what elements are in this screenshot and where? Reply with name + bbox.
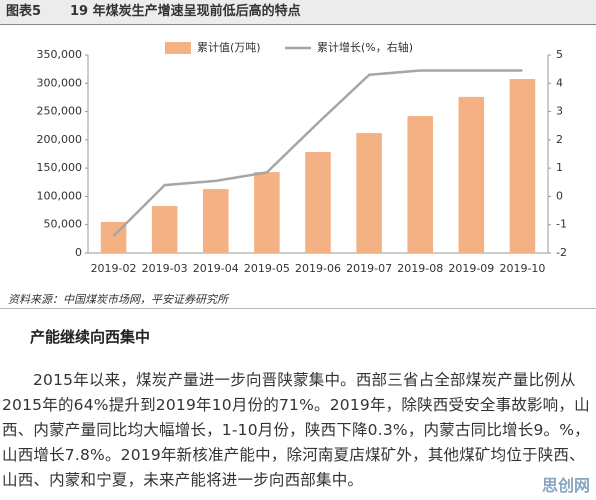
x-tick-label: 2019-02 <box>91 262 137 275</box>
y-tick-label: 250,000 <box>37 105 83 118</box>
legend-label: 累计增长(%，右轴) <box>317 40 413 54</box>
x-tick-label: 2019-10 <box>499 262 545 275</box>
bar <box>305 152 331 253</box>
y-tick-label: 0 <box>75 246 82 259</box>
bar <box>151 206 178 253</box>
source-note: 资料来源：中国煤炭市场网，平安证券研究所 <box>8 293 228 306</box>
x-tick-label: 2019-08 <box>397 262 443 275</box>
bar <box>509 79 536 253</box>
x-tick-label: 2019-04 <box>193 262 239 275</box>
y-tick-label: 300,000 <box>37 76 83 89</box>
chart: 0 50,000 100,000 150,000 200,000 250,000 300,0… <box>37 40 567 275</box>
figure-label: 图表5 <box>6 4 42 19</box>
y-tick-label: 200,000 <box>37 133 83 146</box>
section-heading: 产能继续向西集中 <box>30 328 151 346</box>
y2-tick-label: 1 <box>556 161 563 174</box>
bar <box>203 189 229 253</box>
bar <box>458 96 485 253</box>
y2-tick-label: -2 <box>556 246 567 259</box>
y2-tick-label: 5 <box>556 48 563 61</box>
x-tick-label: 2019-06 <box>295 262 341 275</box>
x-tick-label: 2019-03 <box>142 262 188 275</box>
y2-tick-label: 4 <box>556 76 563 89</box>
y-tick-label: 50,000 <box>44 218 83 231</box>
y2-tick-label: 3 <box>556 105 563 118</box>
y2-tick-label: -1 <box>556 218 567 231</box>
bar <box>356 133 382 253</box>
x-tick-label: 2019-09 <box>448 262 494 275</box>
line <box>112 69 523 237</box>
legend-swatch <box>165 42 191 54</box>
watermark: 思创网 <box>541 476 590 495</box>
figure-title: 19 年煤炭生产增速呈现前低后高的特点 <box>70 4 301 19</box>
y-tick-label: 150,000 <box>37 161 83 174</box>
y2-tick-label: 2 <box>556 133 563 146</box>
x-tick-label: 2019-07 <box>346 262 392 275</box>
y2-tick-label: 0 <box>556 189 563 202</box>
separator <box>0 308 596 309</box>
bar <box>407 116 433 254</box>
figure-header: 图表5 19 年煤炭生产增速呈现前低后高的特点 <box>0 0 596 25</box>
bar <box>254 172 280 253</box>
y-tick-label: 100,000 <box>37 189 83 202</box>
legend-label: 累计值(万吨) <box>197 41 261 54</box>
x-tick-label: 2019-05 <box>244 262 290 275</box>
paragraph: 2015年以来，煤炭产量进一步向晋陕蒙集中。西部三省占全部煤炭产量比例从2015… <box>2 371 590 489</box>
y-tick-label: 350,000 <box>37 48 83 61</box>
